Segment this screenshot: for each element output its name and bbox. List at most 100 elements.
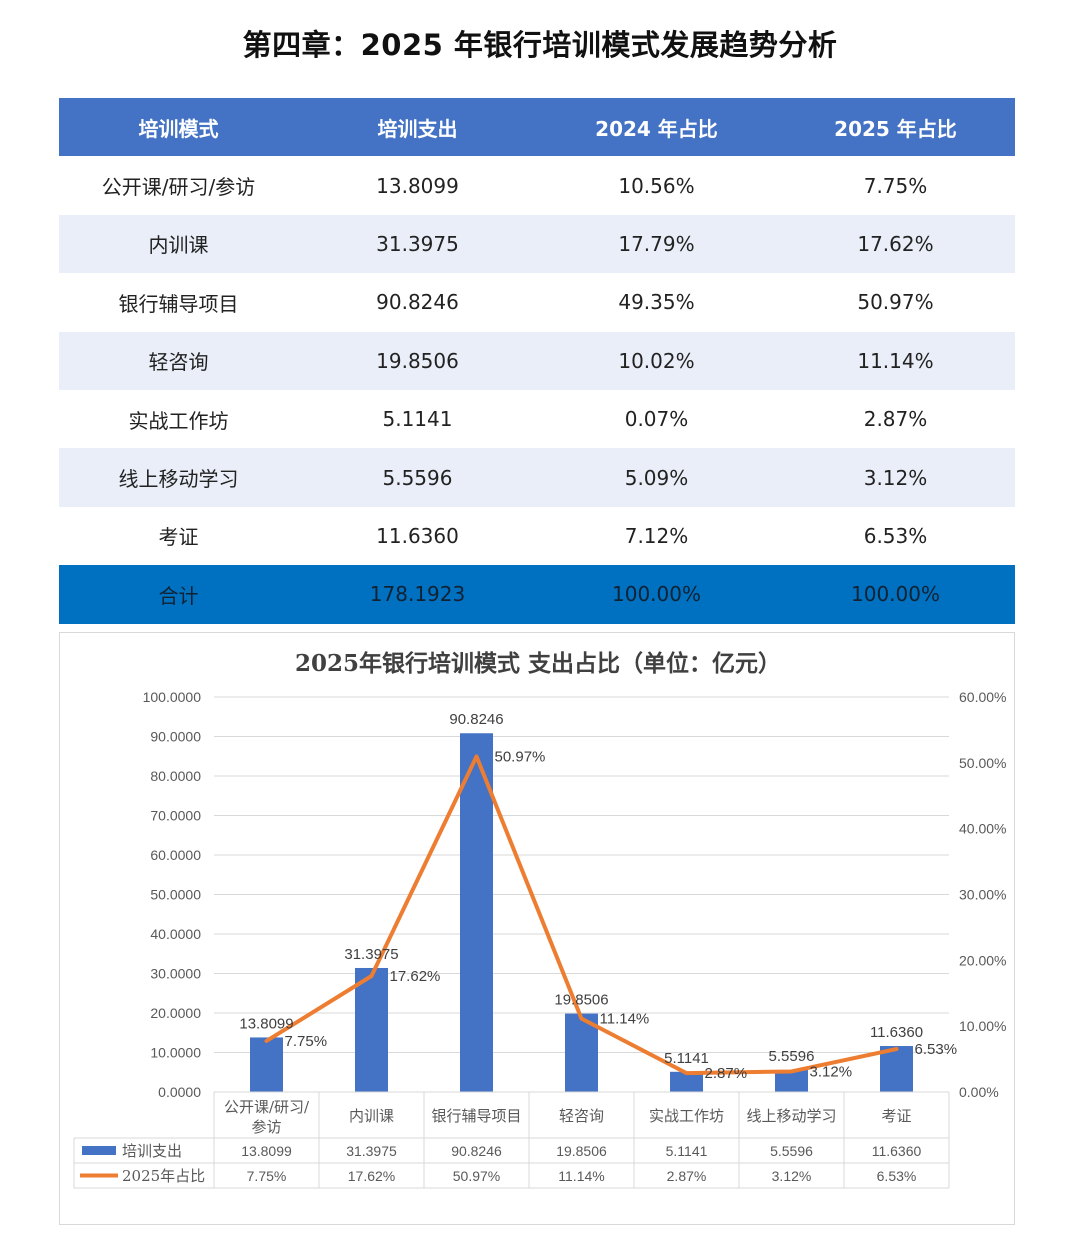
bar <box>460 733 493 1092</box>
cell-share-2025: 3.12% <box>776 448 1015 507</box>
table-row: 银行辅导项目 90.8246 49.35% 50.97% <box>59 273 1015 332</box>
cell-expense: 13.8099 <box>298 156 537 215</box>
table-row: 轻咨询 19.8506 10.02% 11.14% <box>59 331 1015 390</box>
bar-value-label: 5.5596 <box>769 1048 815 1065</box>
x-category-label: 考证 <box>881 1107 911 1125</box>
data-table-line-value: 6.53% <box>877 1168 917 1184</box>
cell-expense: 90.8246 <box>298 273 537 332</box>
data-table-bar-value: 5.1141 <box>666 1143 708 1159</box>
cell-share-2024: 49.35% <box>537 273 776 332</box>
table-row: 考证 11.6360 7.12% 6.53% <box>59 506 1015 566</box>
x-category-label: 内训课 <box>349 1107 394 1125</box>
cell-share-2024: 5.09% <box>537 448 776 507</box>
bar <box>250 1037 283 1092</box>
y-left-tick-label: 40.0000 <box>150 926 201 942</box>
cell-share-2025: 7.75% <box>776 156 1015 215</box>
bar <box>880 1046 913 1092</box>
cell-share-2024: 17.79% <box>537 214 776 274</box>
y-left-tick-label: 60.0000 <box>150 847 201 863</box>
y-left-tick-label: 50.0000 <box>150 887 201 903</box>
cell-mode: 轻咨询 <box>59 331 298 390</box>
y-left-tick-label: 80.0000 <box>150 768 201 784</box>
bar-value-label: 5.1141 <box>664 1050 709 1067</box>
legend-bar-key <box>82 1146 116 1155</box>
y-left-tick-label: 100.0000 <box>143 689 202 705</box>
line-point-label: 50.97% <box>495 748 546 765</box>
bar-value-label: 11.6360 <box>870 1024 923 1041</box>
y-left-tick-label: 0.0000 <box>158 1084 201 1100</box>
data-table-line-value: 17.62% <box>348 1168 395 1184</box>
line-series-2025-share <box>264 754 899 1076</box>
y-left-tick-label: 90.0000 <box>150 729 201 745</box>
data-table-line-value: 7.75% <box>247 1168 287 1184</box>
cell-mode: 考证 <box>59 506 298 566</box>
data-table-bar-value: 90.8246 <box>451 1143 502 1159</box>
x-category-label: 公开课/研习/ <box>224 1098 310 1116</box>
header-mode: 培训模式 <box>59 98 298 157</box>
table-row: 线上移动学习 5.5596 5.09% 3.12% <box>59 448 1015 507</box>
data-table-bar-value: 19.8506 <box>556 1143 607 1159</box>
line-point-label: 11.14% <box>600 1011 650 1028</box>
bar-value-label: 31.3975 <box>344 946 398 963</box>
y-left-tick-label: 10.0000 <box>150 1045 201 1061</box>
chart-svg: 2025年银行培训模式 支出占比（单位：亿元） 0.0000 10.0000 20.0… <box>73 650 1006 1189</box>
legend-bar-label: 培训支出 <box>122 1142 182 1160</box>
table-total-row: 合计 178.1923 100.00% 100.00% <box>59 565 1015 624</box>
cell-mode: 实战工作坊 <box>59 389 298 449</box>
x-category-label: 线上移动学习 <box>746 1107 836 1125</box>
data-table-bar-value: 5.5596 <box>770 1143 813 1159</box>
line-point-label: 3.12% <box>810 1063 853 1080</box>
cell-expense: 5.5596 <box>298 448 537 507</box>
bar <box>670 1071 703 1092</box>
line-point-label: 6.53% <box>915 1041 958 1058</box>
cell-mode: 线上移动学习 <box>59 448 298 507</box>
total-share-2025: 100.00% <box>776 565 1015 624</box>
line-point-label: 7.75% <box>285 1033 328 1050</box>
line-point-label: 2.87% <box>705 1065 748 1082</box>
bar-value-label: 19.8506 <box>554 992 608 1009</box>
bar-value-label: 13.8099 <box>239 1015 293 1032</box>
chart-title: 2025年银行培训模式 支出占比（单位：亿元） <box>295 650 781 677</box>
cell-share-2024: 10.56% <box>537 156 776 215</box>
data-table-line-value: 3.12% <box>772 1168 812 1184</box>
y-left-tick-label: 30.0000 <box>150 966 201 982</box>
legend-line-label: 2025年占比 <box>122 1167 205 1185</box>
y-right-tick-label: 20.00% <box>959 952 1006 968</box>
cell-share-2024: 7.12% <box>537 506 776 566</box>
x-category-label: 银行辅导项目 <box>431 1107 521 1125</box>
header-share-2025: 2025 年占比 <box>776 98 1015 157</box>
cell-expense: 19.8506 <box>298 331 537 390</box>
x-category-label: 参访 <box>251 1118 281 1136</box>
y-right-tick-label: 0.00% <box>959 1084 999 1100</box>
line-point-label: 17.62% <box>390 968 441 985</box>
cell-mode: 公开课/研习/参访 <box>59 156 298 215</box>
cell-mode: 银行辅导项目 <box>59 273 298 332</box>
y-right-tick-label: 30.00% <box>959 887 1006 903</box>
total-expense: 178.1923 <box>298 565 537 624</box>
table-header-row: 培训模式 培训支出 2024 年占比 2025 年占比 <box>59 98 1015 157</box>
bar <box>355 967 388 1092</box>
header-expense: 培训支出 <box>298 98 537 157</box>
data-table-bar-value: 13.8099 <box>241 1143 292 1159</box>
y-right-tick-label: 50.00% <box>959 755 1006 771</box>
cell-expense: 31.3975 <box>298 214 537 274</box>
y-right-tick-label: 40.00% <box>959 821 1006 837</box>
bar <box>565 1013 598 1092</box>
cell-expense: 11.6360 <box>298 506 537 566</box>
table-row: 内训课 31.3975 17.79% 17.62% <box>59 214 1015 274</box>
total-share-2024: 100.00% <box>537 565 776 624</box>
cell-share-2025: 17.62% <box>776 214 1015 274</box>
data-table-bar-value: 11.6360 <box>872 1143 922 1159</box>
y-right-tick-label: 10.00% <box>959 1018 1006 1034</box>
y-right-tick-label: 60.00% <box>959 689 1006 705</box>
bar-value-label: 90.8246 <box>449 711 503 728</box>
cell-expense: 5.1141 <box>298 389 537 449</box>
page-title: 第四章：2025 年银行培训模式发展趋势分析 <box>242 28 838 62</box>
cell-mode: 内训课 <box>59 214 298 274</box>
data-table-line-value: 11.14% <box>558 1168 604 1184</box>
data-table-bar-value: 31.3975 <box>346 1143 397 1159</box>
cell-share-2025: 50.97% <box>776 273 1015 332</box>
cell-share-2024: 0.07% <box>537 389 776 449</box>
cell-share-2025: 11.14% <box>776 331 1015 390</box>
data-table-line-value: 50.97% <box>453 1168 500 1184</box>
